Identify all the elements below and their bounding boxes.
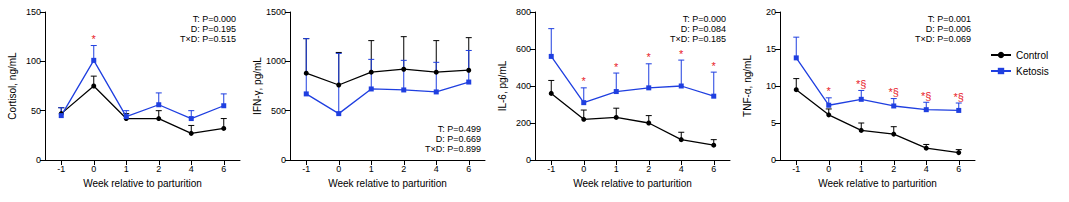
svg-text:200: 200 <box>516 118 531 128</box>
svg-text:Week relative to parturition: Week relative to parturition <box>83 178 202 189</box>
svg-text:*: * <box>582 75 587 87</box>
svg-text:*: * <box>614 61 619 73</box>
svg-text:0: 0 <box>526 155 531 165</box>
svg-text:D: P=0.669: D: P=0.669 <box>436 134 481 144</box>
svg-text:1: 1 <box>859 164 864 174</box>
svg-text:6: 6 <box>221 164 226 174</box>
svg-text:*§: *§ <box>954 91 964 103</box>
svg-text:150: 150 <box>26 7 41 17</box>
svg-text:0: 0 <box>771 155 776 165</box>
svg-text:*§: *§ <box>856 78 866 90</box>
svg-text:-1: -1 <box>792 164 800 174</box>
svg-text:T: P=0.001: T: P=0.001 <box>928 14 971 24</box>
svg-text:Week relative to parturition: Week relative to parturition <box>328 178 447 189</box>
svg-text:-1: -1 <box>547 164 555 174</box>
svg-text:IFN-γ, pg/mL: IFN-γ, pg/mL <box>252 57 263 115</box>
svg-text:5: 5 <box>771 118 776 128</box>
svg-text:100: 100 <box>26 56 41 66</box>
svg-text:0: 0 <box>36 155 41 165</box>
svg-text:T×D: P=0.515: T×D: P=0.515 <box>180 34 236 44</box>
svg-text:*: * <box>647 51 652 63</box>
svg-text:6: 6 <box>711 164 716 174</box>
svg-text:IL-6, pg/mL: IL-6, pg/mL <box>497 60 508 111</box>
svg-text:D: P=0.195: D: P=0.195 <box>191 24 236 34</box>
svg-text:1: 1 <box>369 164 374 174</box>
svg-text:50: 50 <box>31 106 41 116</box>
svg-text:-1: -1 <box>57 164 65 174</box>
svg-text:TNF-α, ng/mL: TNF-α, ng/mL <box>742 55 753 117</box>
svg-text:0: 0 <box>336 164 341 174</box>
svg-text:0: 0 <box>281 155 286 165</box>
svg-text:1500: 1500 <box>266 7 286 17</box>
svg-text:T×D: P=0.899: T×D: P=0.899 <box>425 144 481 154</box>
svg-text:T: P=0.000: T: P=0.000 <box>683 14 726 24</box>
svg-text:10: 10 <box>766 81 776 91</box>
svg-text:4: 4 <box>924 164 929 174</box>
svg-text:*§: *§ <box>921 90 931 102</box>
svg-text:4: 4 <box>679 164 684 174</box>
svg-text:*: * <box>679 48 684 60</box>
svg-text:2: 2 <box>891 164 896 174</box>
svg-text:0: 0 <box>581 164 586 174</box>
svg-text:2: 2 <box>401 164 406 174</box>
svg-text:T: P=0.499: T: P=0.499 <box>438 124 481 134</box>
svg-text:4: 4 <box>434 164 439 174</box>
svg-text:*: * <box>92 33 97 45</box>
svg-text:Cortisol, ng/mL: Cortisol, ng/mL <box>7 52 18 120</box>
svg-text:*: * <box>712 60 717 72</box>
svg-text:6: 6 <box>956 164 961 174</box>
svg-text:2: 2 <box>646 164 651 174</box>
svg-text:D: P=0.084: D: P=0.084 <box>681 24 726 34</box>
svg-text:15: 15 <box>766 44 776 54</box>
svg-text:500: 500 <box>271 106 286 116</box>
svg-text:6: 6 <box>466 164 471 174</box>
svg-text:D: P=0.006: D: P=0.006 <box>926 24 971 34</box>
svg-text:0: 0 <box>826 164 831 174</box>
svg-text:T: P=0.000: T: P=0.000 <box>193 14 236 24</box>
svg-text:1: 1 <box>614 164 619 174</box>
svg-text:600: 600 <box>516 44 531 54</box>
svg-text:2: 2 <box>156 164 161 174</box>
svg-text:T×D: P=0.185: T×D: P=0.185 <box>670 34 726 44</box>
svg-text:*§: *§ <box>889 86 899 98</box>
svg-text:Week relative to parturition: Week relative to parturition <box>573 178 692 189</box>
svg-text:400: 400 <box>516 81 531 91</box>
svg-text:T×D: P=0.069: T×D: P=0.069 <box>915 34 971 44</box>
svg-text:Week relative to parturition: Week relative to parturition <box>818 178 937 189</box>
svg-text:Ketosis: Ketosis <box>1016 66 1049 77</box>
svg-text:-1: -1 <box>302 164 310 174</box>
svg-text:20: 20 <box>766 7 776 17</box>
svg-text:4: 4 <box>189 164 194 174</box>
svg-text:1: 1 <box>124 164 129 174</box>
svg-text:0: 0 <box>91 164 96 174</box>
svg-text:1000: 1000 <box>266 56 286 66</box>
svg-text:Control: Control <box>1016 50 1048 61</box>
svg-text:800: 800 <box>516 7 531 17</box>
svg-text:*: * <box>827 85 832 97</box>
